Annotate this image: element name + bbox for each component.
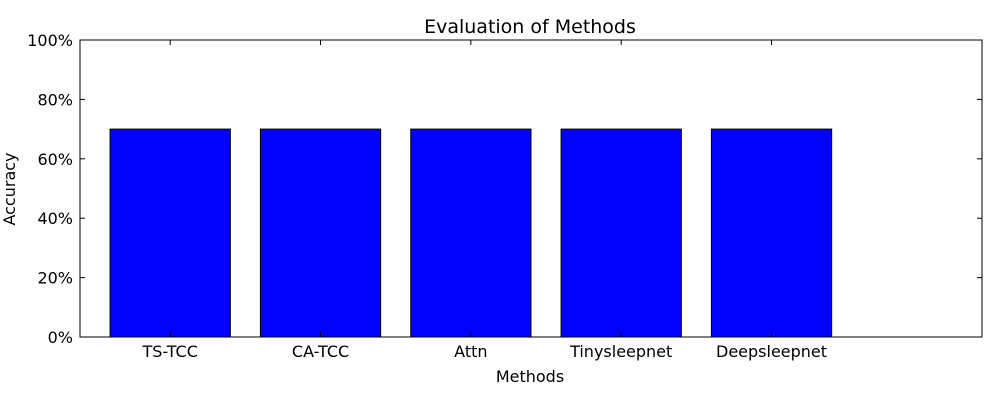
bar-ca-tcc bbox=[259, 128, 382, 338]
bar-attn bbox=[410, 128, 532, 338]
y-tick-label: 80% bbox=[37, 90, 73, 109]
x-tick-label: Tinysleepnet bbox=[569, 342, 672, 361]
x-axis-label: Methods bbox=[496, 367, 564, 386]
axes-border bbox=[79, 39, 983, 338]
bar-ts-tcc bbox=[109, 128, 231, 338]
y-tick-label: 20% bbox=[37, 269, 73, 288]
axes-frame bbox=[79, 39, 983, 338]
chart-title: Evaluation of Methods bbox=[424, 16, 636, 38]
y-tick-label: 60% bbox=[37, 150, 73, 169]
y-tick-label: 40% bbox=[37, 209, 73, 228]
x-tick-label: TS-TCC bbox=[141, 342, 197, 361]
bar-tinysleepnet bbox=[560, 128, 682, 338]
axis-ticks bbox=[80, 39, 982, 338]
y-tick-labels: 0% 20% 40% 60% 80% 100% bbox=[27, 31, 73, 347]
bar-series bbox=[109, 128, 833, 338]
x-tick-label: Attn bbox=[454, 342, 487, 361]
bar-deepsleepnet bbox=[710, 128, 833, 338]
y-tick-label: 0% bbox=[48, 328, 73, 347]
x-tick-label: CA-TCC bbox=[292, 342, 349, 361]
x-tick-label: Deepsleepnet bbox=[716, 342, 827, 361]
y-axis-label: Accuracy bbox=[0, 152, 19, 225]
y-tick-label: 100% bbox=[27, 31, 73, 50]
x-tick-labels: TS-TCC CA-TCC Attn Tinysleepnet Deepsleepnet bbox=[141, 342, 827, 361]
